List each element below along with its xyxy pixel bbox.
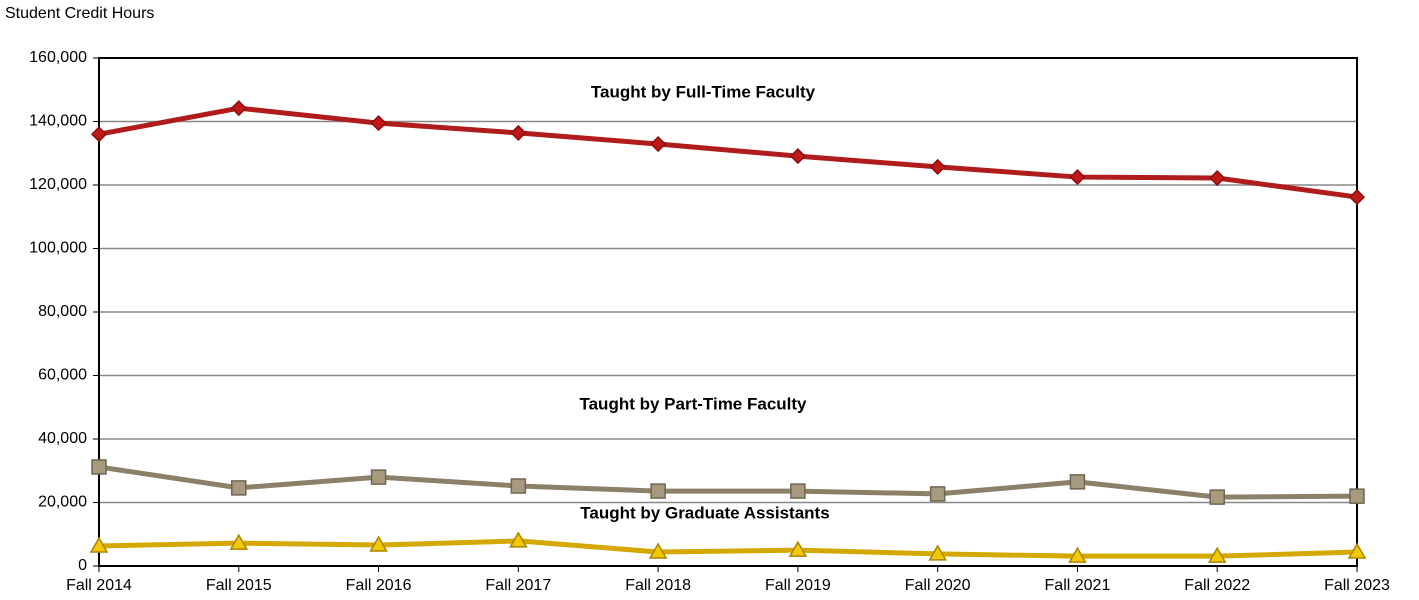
marker [510,124,527,141]
x-tick-label: Fall 2018 [625,577,691,594]
x-tick-label: Fall 2017 [485,577,551,594]
marker [91,459,107,475]
marker [790,483,806,499]
marker [788,540,808,557]
marker [1209,169,1226,187]
marker [650,483,666,499]
x-tick-label: Fall 2014 [66,577,132,594]
marker [1347,542,1367,559]
x-tick-label: Fall 2022 [1184,577,1250,594]
marker [1069,169,1086,186]
marker [509,531,528,548]
series-label: Taught by Part-Time Faculty [579,394,807,413]
marker [369,535,388,552]
series-label: Taught by Graduate Assistants [580,503,829,522]
marker [370,469,387,485]
y-tick-label: 0 [78,557,87,574]
y-tick-label: 100,000 [29,240,87,257]
x-tick-label: Fall 2021 [1045,577,1111,594]
marker [510,478,527,494]
plot-frame [98,57,1358,567]
y-tick-label: 80,000 [38,303,87,320]
y-axis-label: Student Credit Hours [5,5,154,22]
x-tick-label: Fall 2016 [346,577,412,594]
marker [1349,488,1365,504]
marker [370,115,387,132]
marker [1348,189,1366,206]
y-tick-label: 140,000 [29,113,87,130]
series-label: Taught by Full-Time Faculty [591,82,816,101]
marker [229,533,249,550]
marker [90,126,108,143]
x-tick-label: Fall 2023 [1324,577,1390,594]
marker [929,486,946,502]
y-tick-label: 60,000 [38,367,87,384]
x-tick-label: Fall 2020 [905,577,971,594]
x-tick-label: Fall 2015 [206,577,272,594]
marker [1069,474,1086,490]
y-tick-label: 160,000 [29,49,87,66]
series-line [98,538,1358,559]
series-line [98,464,1358,500]
y-tick-label: 20,000 [38,494,87,511]
marker [648,542,668,559]
marker [231,480,247,496]
series-line [98,105,1358,200]
marker [1068,546,1087,563]
y-tick-label: 120,000 [29,176,87,193]
marker [789,148,806,165]
marker [230,100,247,117]
x-tick-label: Fall 2019 [765,577,831,594]
marker [929,158,946,175]
y-tick-label: 40,000 [38,430,87,447]
marker [928,544,947,561]
marker [1209,489,1225,505]
marker [650,135,667,153]
marker [89,536,109,553]
marker [1207,546,1227,563]
